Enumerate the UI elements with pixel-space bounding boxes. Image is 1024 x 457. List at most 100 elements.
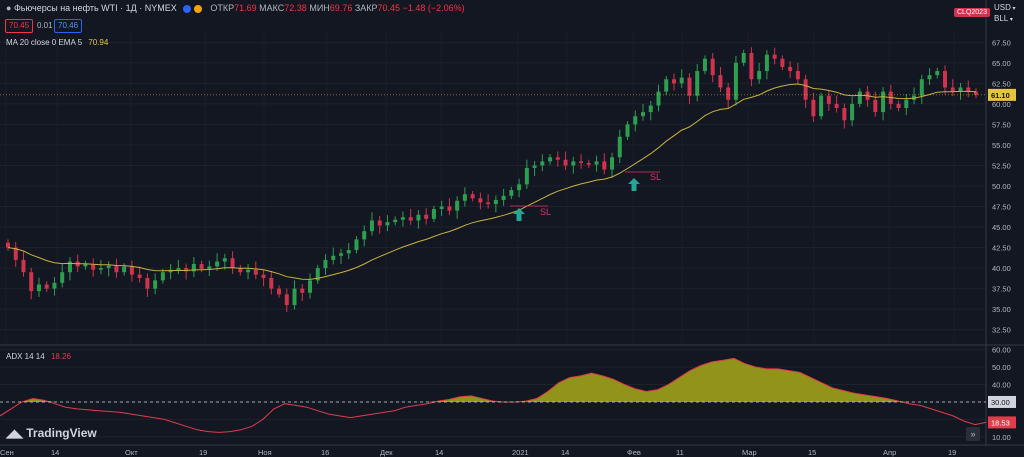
candle-body [687,77,692,96]
high-label: МАКС [259,3,285,13]
currency-select[interactable]: USD ▾ [994,3,1016,12]
time-tick-label: 14 [561,448,569,457]
candle-body [184,268,189,272]
candle-body [586,163,591,165]
last-price-box [988,88,1016,101]
candle-body [207,266,212,269]
time-tick-label: Дек [380,448,393,457]
adx-label: ADX 14 14 [6,352,45,361]
price-tick-label: 52.50 [992,161,1011,170]
candle-body [764,54,769,72]
candle-body [509,190,514,196]
price-tick-label: 35.00 [992,305,1011,314]
candle-body [826,95,831,104]
candle-body [470,194,475,199]
candle-body [315,268,320,281]
candle-body [726,87,731,100]
candle-body [710,58,715,76]
spread-value: 0.01 [37,21,53,30]
candle-body [199,264,204,269]
candle-body [664,79,669,92]
candle-body [129,266,134,275]
candle-body [788,66,793,72]
candle-body [695,71,700,96]
price-tick-label: 60.00 [992,100,1011,109]
adx-tick-label: 40.00 [992,381,1011,390]
candle-body [927,75,932,80]
price-tick-label: 67.50 [992,38,1011,47]
candle-body [896,103,901,108]
time-tick-label: 2021 [512,448,529,457]
ask-box[interactable]: 70.46 [54,19,83,33]
price-tick-label: 47.50 [992,203,1011,212]
candle-body [532,165,537,168]
candle-body [261,274,266,278]
bid-box[interactable]: 70.45 [5,19,34,33]
price-tick-label: 42.50 [992,244,1011,253]
stop-loss-label: SL [650,172,661,182]
candle-body [881,91,886,113]
scroll-to-realtime-button[interactable]: » [966,427,980,441]
candle-body [749,52,754,80]
candle-body [277,288,282,295]
ma-indicator[interactable]: MA 20 close 0 EMA 5 70.94 [6,38,108,47]
candle-body [702,58,707,72]
candle-body [60,272,65,283]
candle-body [555,157,560,160]
price-axis[interactable]: 32.50 35.00 37.50 40.00 42.50 45.00 47.50 50.00… [988,38,1016,442]
stop-loss-label: SL [540,207,551,217]
candle-body [834,103,839,108]
candle-body [338,253,343,256]
adx-value: 18.26 [50,352,71,361]
double-chevron-right-icon: » [970,429,976,439]
adx-indicator[interactable]: ADX 14 14 18.26 [6,352,71,361]
candle-body [36,284,41,292]
candle-body [323,259,328,269]
candle-body [648,105,653,113]
time-tick-label: Фев [627,448,641,457]
time-tick-label: 11 [676,448,684,457]
time-tick-label: 14 [51,448,59,457]
tradingview-logo: ◢◣ TradingView [6,426,97,440]
price-tick-label: 62.50 [992,79,1011,88]
symbol-title[interactable]: Фьючерсы на нефть WTI · 1Д · NYMEX [13,3,177,13]
candle-body [377,220,382,226]
candle-body [331,255,336,260]
candle-body [974,91,978,95]
time-axis[interactable]: Сен 14 Окт 19 Ноя 16 Дек 14 2021 14 Фев 11 Мар 15 Апр 1… [0,448,956,457]
candles [6,47,978,313]
candle-body [52,282,57,289]
threshold-label: 30.00 [991,398,1010,407]
time-tick-label: Мар [742,448,757,457]
candle-body [718,75,723,88]
adx-last-label: 18.53 [991,418,1010,427]
time-tick-label: Апр [883,448,896,457]
buy-arrow-icon [513,208,525,221]
candle-body [153,280,158,289]
candle-body [656,91,661,106]
candle-body [540,161,545,166]
price-tick-label: 57.50 [992,120,1011,129]
candle-body [571,161,576,166]
candle-body [943,71,948,88]
candle-body [176,268,181,270]
candle-body [222,258,227,262]
time-tick-label: 15 [808,448,816,457]
candle-body [772,54,777,59]
candle-body [67,261,72,273]
time-tick-label: 19 [199,448,207,457]
candle-body [857,91,862,104]
last-price-label: 61.10 [991,91,1010,100]
adx-tick-label: 10.00 [992,433,1011,442]
candle-body [935,71,940,76]
candle-body [594,161,599,165]
candle-body [284,294,289,306]
candle-body [733,62,738,100]
candle-body [400,217,405,220]
candle-body [548,157,553,162]
candle-body [478,198,483,203]
price-tick-label: 65.00 [992,59,1011,68]
unit-select[interactable]: BLL ▾ [994,14,1013,23]
chevron-down-icon: ▾ [1010,6,1016,12]
